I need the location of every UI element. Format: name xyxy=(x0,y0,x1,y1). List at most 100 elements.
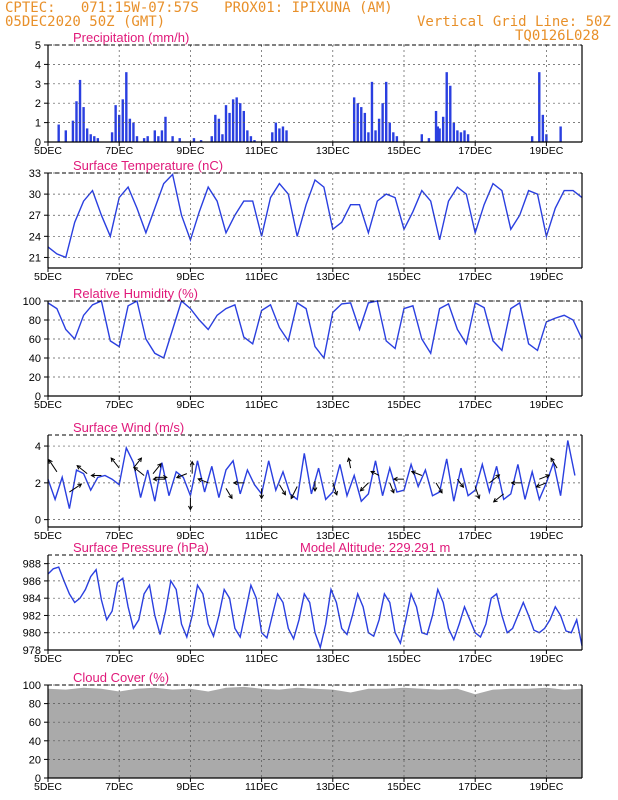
precip-bar xyxy=(392,132,395,142)
x-tick-label: 7DEC xyxy=(105,145,133,157)
temp-series-line xyxy=(47,172,583,259)
wind-arrow-shaft xyxy=(348,458,352,469)
wind-arrow-head xyxy=(110,457,116,463)
wind-arrow-head xyxy=(259,494,264,500)
y-tick-label: 5 xyxy=(35,40,41,52)
x-tick-label: 17DEC xyxy=(458,399,492,411)
y-tick-label: 3 xyxy=(35,79,41,91)
wind-arrow-head xyxy=(390,488,395,494)
wind-arrow-shaft xyxy=(550,457,558,469)
wind-arrow-head xyxy=(459,483,465,488)
wind-arrow-shaft xyxy=(176,473,188,479)
wind-arrow-head xyxy=(77,483,83,488)
y-tick-label: 24 xyxy=(29,231,41,243)
cloud-title: Cloud Cover (%) xyxy=(73,670,169,685)
y-tick-label: 2 xyxy=(35,478,41,490)
y-tick-label: 60 xyxy=(29,717,41,729)
precip-bar xyxy=(85,128,89,142)
y-tick-label: 40 xyxy=(29,353,41,365)
wind-arrow-head xyxy=(290,494,295,500)
y-tick-label: 982 xyxy=(23,610,41,622)
x-tick-label: 15DEC xyxy=(387,145,421,157)
wind-arrow-head xyxy=(189,460,195,466)
precip-bar xyxy=(274,122,278,142)
x-tick-label: 11DEC xyxy=(245,781,278,793)
precip-bar xyxy=(114,105,117,142)
wind-arrow-head xyxy=(333,490,339,496)
y-tick-label: 984 xyxy=(23,593,41,605)
precip-bar xyxy=(367,132,370,142)
header-grid-note: Vertical Grid Line: 50Z xyxy=(417,14,611,30)
precip-bar xyxy=(64,130,67,142)
temp-title: Surface Temperature (nC) xyxy=(73,158,223,173)
precip-bar xyxy=(363,112,367,142)
precip-bar xyxy=(456,130,459,142)
precip-bar xyxy=(171,136,174,142)
wind-arrow-head xyxy=(492,497,498,503)
x-tick-label: 5DEC xyxy=(34,145,62,157)
precip-bar xyxy=(242,110,245,142)
wind-arrow-head xyxy=(495,474,501,479)
y-tick-label: 0 xyxy=(35,515,41,527)
wind-arrow-shaft xyxy=(489,474,500,484)
precip-bar xyxy=(221,134,224,142)
y-tick-label: 0 xyxy=(35,773,41,785)
y-tick-label: 4 xyxy=(35,59,41,71)
wind-arrow-shaft xyxy=(225,488,233,499)
y-tick-label: 2 xyxy=(35,98,41,110)
x-tick-label: 13DEC xyxy=(316,781,350,793)
wind-arrow-head xyxy=(188,505,193,511)
wind-arrow-head xyxy=(76,464,82,470)
precip-bar xyxy=(278,128,281,142)
pres-title: Surface Pressure (hPa) xyxy=(73,540,209,555)
precip-bar xyxy=(210,136,213,142)
wind-arrow-head xyxy=(545,474,551,479)
x-tick-label: 19DEC xyxy=(529,530,563,542)
precip-bar xyxy=(438,128,441,142)
x-tick-label: 15DEC xyxy=(387,271,421,283)
wind-arrow-head xyxy=(370,470,376,476)
precip-bar xyxy=(466,134,470,142)
header-run-id: TQ0126L028 xyxy=(515,28,600,44)
x-tick-label: 5DEC xyxy=(34,653,62,665)
model-altitude-note: Model Altitude: 229.291 m xyxy=(300,540,450,555)
y-tick-label: 27 xyxy=(29,210,41,222)
precip-bar xyxy=(434,110,438,142)
wind-arrow-head xyxy=(197,477,203,483)
x-tick-label: 7DEC xyxy=(105,399,133,411)
precip-bar xyxy=(541,114,545,142)
precip-bar xyxy=(71,120,75,142)
wind-arrow-head xyxy=(392,476,398,482)
wind-arrow-head xyxy=(312,487,318,493)
precip-bar xyxy=(125,72,128,142)
wind-arrow-shaft xyxy=(536,482,547,488)
rh-series-line xyxy=(47,299,583,360)
x-tick-label: 9DEC xyxy=(176,530,204,542)
wind-arrow-head xyxy=(410,470,416,475)
wind-arrow-shaft xyxy=(411,471,422,476)
wind-arrow-head xyxy=(48,458,53,464)
wind-arrow-shaft xyxy=(389,482,395,494)
x-tick-label: 17DEC xyxy=(458,653,492,665)
precip-bar xyxy=(388,122,391,142)
precip-bar xyxy=(239,103,242,142)
x-tick-label: 7DEC xyxy=(105,530,133,542)
wind-arrow-shaft xyxy=(198,478,209,484)
precip-bar xyxy=(82,107,85,142)
x-tick-label: 15DEC xyxy=(387,530,421,542)
x-tick-label: 13DEC xyxy=(316,399,350,411)
precip-bar xyxy=(381,103,384,142)
wind-arrow-head xyxy=(163,474,168,480)
precip-bar xyxy=(420,134,423,142)
x-tick-label: 13DEC xyxy=(316,653,350,665)
x-tick-label: 9DEC xyxy=(176,271,204,283)
x-tick-label: 15DEC xyxy=(387,653,421,665)
x-tick-label: 13DEC xyxy=(316,530,350,542)
wind-arrow-head xyxy=(228,494,233,500)
precip-bar xyxy=(142,138,146,142)
precip-bar xyxy=(78,79,82,142)
y-tick-label: 30 xyxy=(29,189,41,201)
y-tick-label: 0 xyxy=(35,391,41,403)
header-line1: CPTEC: 071:15W-07:57S PROX01: IPIXUNA (A… xyxy=(5,0,393,16)
